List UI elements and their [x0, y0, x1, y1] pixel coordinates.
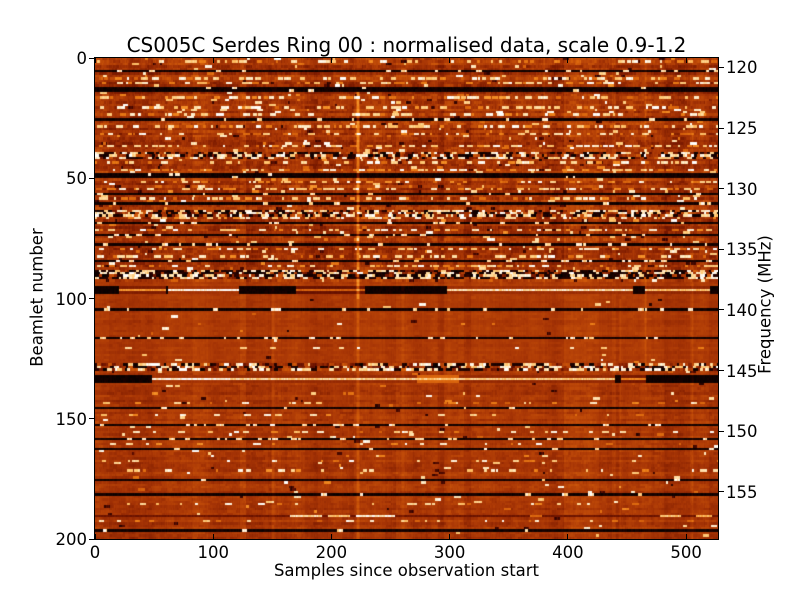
- y-tick-mark-left: [89, 418, 95, 420]
- x-tick-mark-top: [449, 58, 451, 63]
- y-tick-mark-right: [718, 309, 724, 311]
- x-tick-label: 100: [197, 543, 229, 562]
- y-axis-label-right: Frequency (MHz): [755, 235, 775, 374]
- x-tick-mark: [94, 534, 96, 539]
- x-tick-mark-top: [567, 58, 569, 63]
- y-tick-label-right: 130: [726, 179, 758, 199]
- y-tick-mark-left: [89, 177, 95, 179]
- y-tick-label-right: 135: [726, 240, 758, 260]
- y-axis-label-left: Beamlet number: [27, 228, 47, 367]
- x-tick-mark-top: [685, 58, 687, 63]
- x-axis-label: Samples since observation start: [273, 561, 540, 580]
- y-tick-label-right: 125: [726, 119, 758, 139]
- x-tick-mark-top: [212, 58, 214, 63]
- chart-title: CS005C Serdes Ring 00 : normalised data,…: [126, 33, 687, 57]
- x-tick-mark-top: [330, 58, 332, 63]
- y-tick-mark-right: [718, 127, 724, 129]
- x-tick-mark-top: [94, 58, 96, 63]
- y-tick-label-left: 0: [76, 49, 88, 68]
- y-tick-label-right: 140: [726, 300, 758, 320]
- y-tick-label-left: 50: [66, 169, 87, 189]
- heatmap-canvas: [95, 58, 718, 539]
- y-tick-mark-right: [718, 370, 724, 371]
- y-tick-mark-left: [89, 57, 95, 59]
- y-tick-label-left: 200: [55, 530, 88, 549]
- y-tick-mark-left: [89, 298, 95, 299]
- x-tick-mark: [212, 534, 214, 539]
- x-tick-mark: [685, 534, 687, 539]
- x-tick-label: 0: [89, 543, 101, 562]
- y-tick-label-right: 155: [726, 482, 758, 502]
- x-tick-label: 400: [552, 543, 584, 562]
- x-tick-label: 300: [433, 543, 466, 562]
- y-tick-mark-right: [718, 491, 724, 493]
- y-tick-label-left: 150: [55, 409, 88, 429]
- y-tick-label-right: 120: [726, 58, 758, 78]
- x-tick-label: 500: [670, 543, 702, 562]
- x-tick-mark: [330, 534, 332, 539]
- y-tick-mark-right: [718, 188, 724, 190]
- y-tick-label-right: 150: [726, 422, 758, 442]
- y-tick-label-right: 145: [726, 361, 758, 381]
- y-tick-mark-left: [89, 538, 95, 540]
- y-tick-mark-right: [718, 430, 724, 432]
- x-tick-mark: [449, 534, 451, 539]
- x-tick-mark: [567, 534, 569, 539]
- x-tick-label: 200: [315, 543, 348, 562]
- y-tick-mark-right: [718, 248, 724, 250]
- y-tick-mark-right: [718, 66, 724, 68]
- y-tick-label-left: 100: [55, 289, 88, 309]
